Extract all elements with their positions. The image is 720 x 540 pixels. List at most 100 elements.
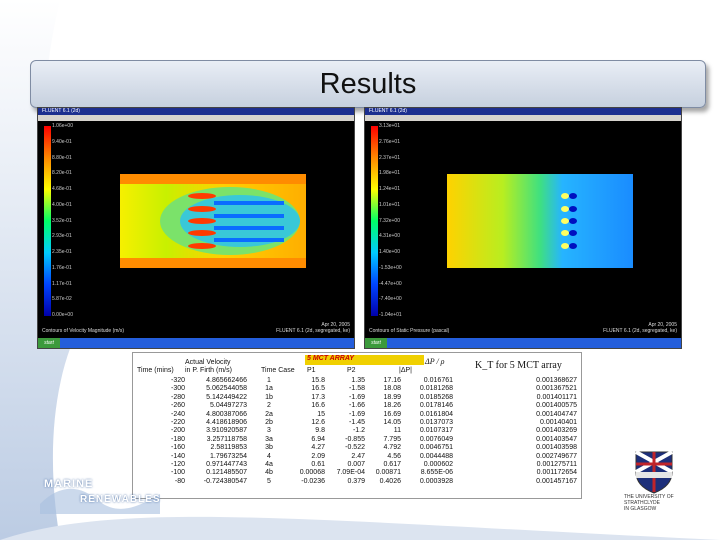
taskbar: start xyxy=(38,338,354,348)
table-cell: -0.0236 xyxy=(301,477,325,485)
table-row: -300 5.062544058 1a 16.5 -1.58 18.08 0.0181268… xyxy=(135,385,577,393)
table-cell: 7.09E-04 xyxy=(336,469,365,477)
menu-bar xyxy=(38,115,354,121)
table-cell: 14.05 xyxy=(383,419,401,427)
window-title: FLUENT 6.1 (2d) xyxy=(365,108,681,115)
plot-stamp: Apr 20, 2005 FLUENT 6.1 (2d, segregated,… xyxy=(276,322,350,334)
table-cell: 0.00140401 xyxy=(540,419,577,427)
table-row: -100 0.121485507 4b 0.00068 7.09E-04 0.00871 8… xyxy=(135,469,577,477)
table-cell: 18.99 xyxy=(383,393,401,401)
marine-renewables-logo: MARINE RENEWABLES xyxy=(40,474,160,514)
scale-tick: 2.93e-01 xyxy=(52,233,72,240)
table-cell: 0.4026 xyxy=(379,477,401,485)
table-cell: 0.121485507 xyxy=(206,469,247,477)
table-row: -320 4.865662466 1 15.8 1.35 17.16 0.016761 0.0… xyxy=(135,377,577,385)
wave-icon xyxy=(40,488,160,514)
scale-tick: 4.68e-01 xyxy=(52,186,72,192)
table-cell: 0.002749677 xyxy=(536,452,577,460)
table-cell: 0.001403547 xyxy=(536,435,577,443)
table-cell: 4.792 xyxy=(383,444,401,452)
table-cell: 15 xyxy=(317,410,325,418)
scale-tick: 1.06e+00 xyxy=(52,123,73,129)
scale-tick: 3.52e-01 xyxy=(52,217,72,224)
university-name: THE UNIVERSITY OF STRATHCLYDE IN GLASGOW xyxy=(624,494,688,512)
table-cell: 0.0161804 xyxy=(419,410,453,418)
table-cell: -1.66 xyxy=(349,402,365,410)
scale-tick: 8.80e-01 xyxy=(52,154,72,161)
table-cell: 0.0178146 xyxy=(419,402,453,410)
table-row: -260 5.04497273 2 16.6 -1.66 18.26 0.0178146 0.… xyxy=(135,402,577,410)
table-cell: 6.94 xyxy=(311,435,325,443)
table-cell: 0.001457167 xyxy=(536,477,577,485)
formula: ΔP / ρ xyxy=(425,357,485,375)
crest-icon xyxy=(635,450,673,494)
table-cell: 5.04497273 xyxy=(210,402,247,410)
table-cell: 17.3 xyxy=(311,393,325,401)
table-cell: 7.795 xyxy=(383,435,401,443)
table-cell: 1.79673254 xyxy=(210,452,247,460)
color-scale xyxy=(44,126,51,316)
scale-tick: 5.87e-02 xyxy=(52,296,72,303)
scale-tick: 1.17e-01 xyxy=(52,280,72,287)
table-cell: 0.00068 xyxy=(299,469,325,477)
scale-tick: 2.76e+01 xyxy=(379,138,400,145)
scale-tick: 8.20e-01 xyxy=(52,170,72,177)
table-cell: 4.418618906 xyxy=(206,419,247,427)
table-cell: 0.001368627 xyxy=(536,377,577,384)
table-cell: 1a xyxy=(265,385,273,393)
table-cell: 3a xyxy=(265,435,273,443)
table-row: -160 2.58119853 3b 4.27 -0.522 4.792 0.0046751… xyxy=(135,444,577,452)
table-cell: 4b xyxy=(265,469,273,477)
start-button[interactable]: start xyxy=(365,338,387,348)
velocity-screenshot: FLUENT 6.1 (2d) 1.06e+00 9.40e-01 8.80e-… xyxy=(37,107,355,349)
table-row: -80 -0.724380547 5 -0.0236 0.379 0.4026 0.0003… xyxy=(135,478,577,486)
table-cell: 3.257118758 xyxy=(206,435,247,443)
table-cell: 0.0046751 xyxy=(419,444,453,452)
table-cell: 0.617 xyxy=(383,461,401,469)
plot-caption: Contours of Velocity Magnitude (m/s) xyxy=(42,328,124,334)
table-cell: 0.000602 xyxy=(423,461,453,469)
table-cell: -120 xyxy=(170,461,185,469)
table-cell: -100 xyxy=(170,469,185,477)
start-button[interactable]: start xyxy=(38,338,60,348)
col-case-header: Time Case xyxy=(261,367,295,374)
scale-tick: 1.01e+01 xyxy=(379,201,400,208)
scale-tick: 1.76e-01 xyxy=(52,264,72,271)
scale-tick: 1.98e+01 xyxy=(379,170,400,177)
table-cell: -180 xyxy=(170,435,185,443)
table-row: -220 4.418618906 2b 12.6 -1.45 14.05 0.0137073… xyxy=(135,419,577,427)
scale-tick: 1.40e+00 xyxy=(379,249,400,255)
table-cell: -1.58 xyxy=(349,385,365,393)
scale-tick: -1.04e+01 xyxy=(379,312,402,318)
table-cell: 16.5 xyxy=(311,385,325,393)
table-cell: 0.971447743 xyxy=(206,461,247,469)
table-cell: -1.45 xyxy=(349,419,365,427)
table-cell: 2.47 xyxy=(351,452,365,460)
table-cell: -1.69 xyxy=(349,393,365,401)
table-cell: 4.27 xyxy=(311,444,325,452)
slide-title: Results xyxy=(30,60,706,108)
table-cell: 0.007 xyxy=(347,461,365,469)
table-cell: 2a xyxy=(265,410,273,418)
table-cell: -320 xyxy=(170,377,185,384)
table-cell: 0.001403598 xyxy=(536,444,577,452)
table-cell: 0.001401171 xyxy=(536,393,577,401)
scale-tick: 4.31e+00 xyxy=(379,233,400,240)
taskbar: start xyxy=(365,338,681,348)
table-row: -200 3.910920587 3 9.8 -1.2 11 0.0107317 0.0014… xyxy=(135,427,577,435)
university-name-line-1: THE UNIVERSITY OF STRATHCLYDE xyxy=(624,494,674,506)
table-cell: 0.0076049 xyxy=(419,435,453,443)
table-cell: 12.6 xyxy=(311,419,325,427)
table-cell: -200 xyxy=(170,427,185,435)
table-cell: 0.61 xyxy=(311,461,325,469)
col-time-header: Time (mins) xyxy=(137,367,174,374)
scale-tick: -1.53e+00 xyxy=(379,264,402,271)
table-cell: 0.0137073 xyxy=(419,419,453,427)
table-cell: -220 xyxy=(170,419,185,427)
scale-tick: -4.47e+00 xyxy=(379,280,402,287)
table-cell: 4a xyxy=(265,461,273,469)
table-cell: 4.56 xyxy=(387,452,401,460)
table-cell: 18.26 xyxy=(383,402,401,410)
scale-tick: 9.40e-01 xyxy=(52,138,72,145)
plot-stamp: Apr 20, 2005 FLUENT 6.1 (2d, segregated,… xyxy=(603,322,677,334)
